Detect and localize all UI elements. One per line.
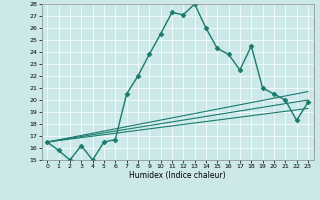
X-axis label: Humidex (Indice chaleur): Humidex (Indice chaleur) <box>129 171 226 180</box>
